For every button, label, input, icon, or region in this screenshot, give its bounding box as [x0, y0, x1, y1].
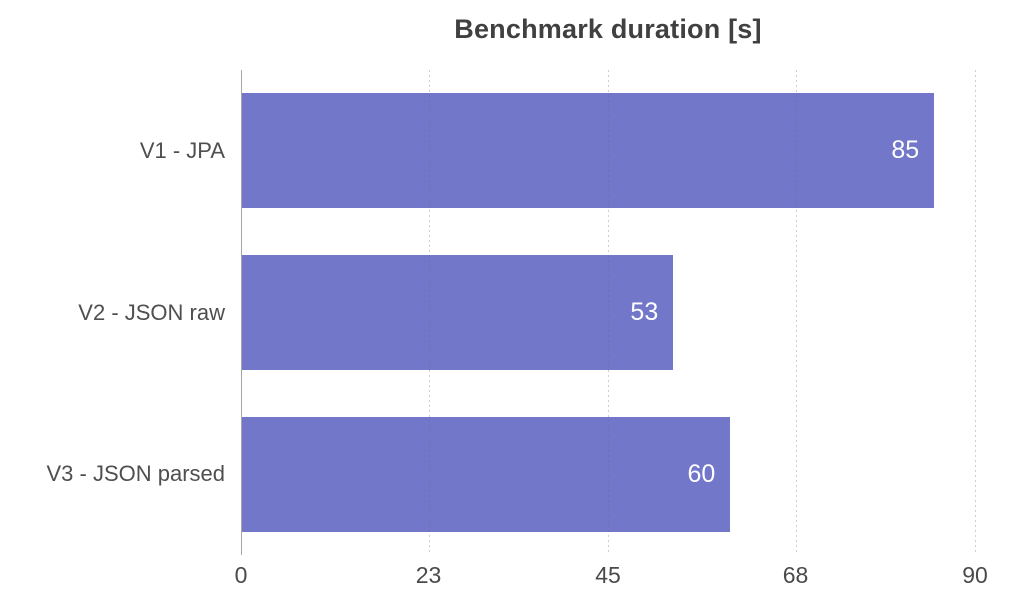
category-label: V2 - JSON raw	[78, 299, 225, 325]
category-label-row: V3 - JSON parsed	[0, 393, 225, 555]
bar[interactable]: 85	[241, 93, 935, 209]
x-tick-label: 0	[234, 562, 248, 588]
x-tick-label: 90	[962, 562, 988, 588]
bar[interactable]: 60	[241, 416, 731, 532]
bar-row: 60	[241, 393, 975, 555]
chart-title: Benchmark duration [s]	[454, 14, 762, 44]
bar-value-label: 53	[630, 298, 659, 326]
bar-value-label: 85	[891, 136, 920, 165]
gridline	[428, 70, 430, 555]
bar-row: 85	[241, 70, 975, 232]
x-tick-label: 23	[415, 562, 442, 588]
category-label: V3 - JSON parsed	[46, 461, 225, 487]
gridline	[975, 70, 976, 555]
bar-series: 85 53 60	[241, 70, 975, 555]
y-axis-category-labels: V1 - JPA V2 - JSON raw V3 - JSON parsed	[0, 70, 225, 555]
x-tick-label: 68	[782, 562, 809, 588]
plot-area: 85 53 60	[241, 70, 976, 555]
category-label: V1 - JPA	[139, 137, 225, 163]
y-axis-line	[241, 70, 242, 555]
category-label-row: V2 - JSON raw	[0, 232, 225, 394]
gridline	[608, 70, 609, 555]
bar-value-label: 60	[687, 459, 716, 488]
category-label-row: V1 - JPA	[0, 70, 225, 232]
bar-row: 53	[241, 232, 975, 394]
gridline	[795, 70, 797, 555]
x-tick-label: 45	[595, 562, 621, 588]
x-axis-tick-labels: 0 23 45 68 90	[235, 562, 988, 592]
bar[interactable]: 53	[241, 255, 674, 370]
